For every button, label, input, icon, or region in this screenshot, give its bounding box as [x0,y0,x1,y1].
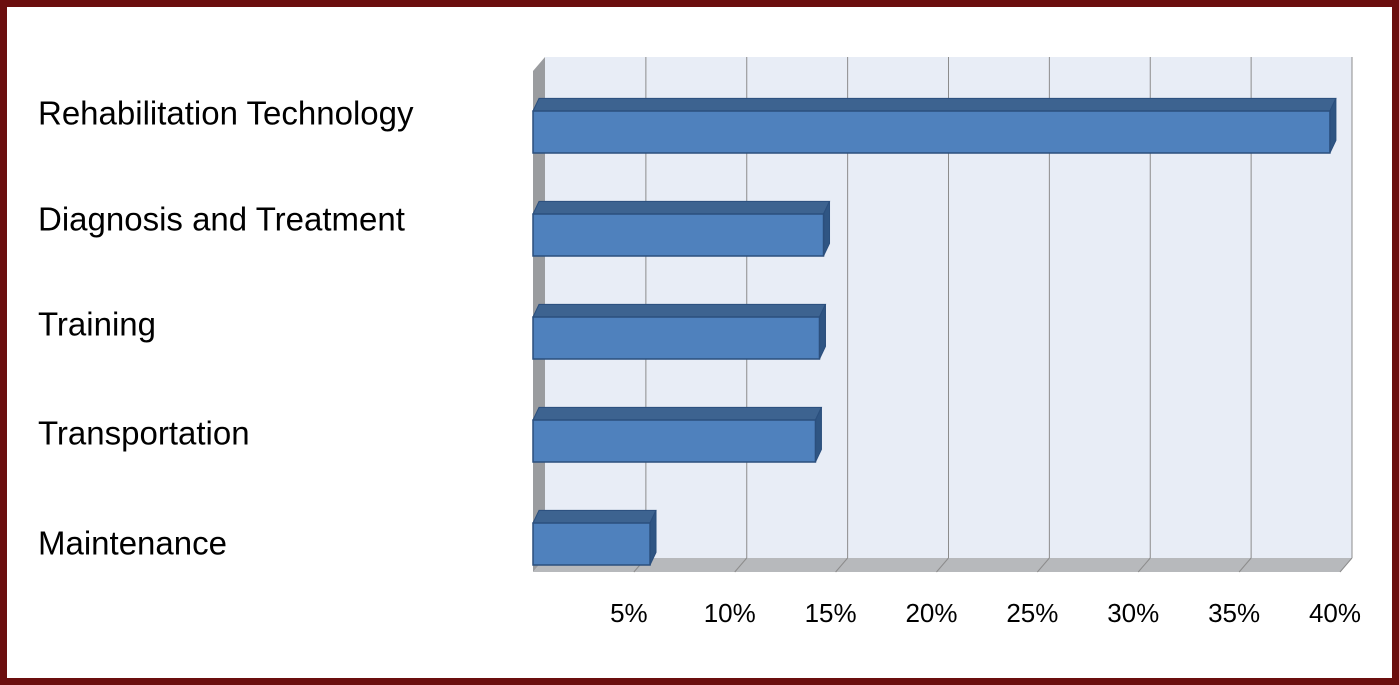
bar [532,200,831,257]
bars [532,97,1337,566]
bar [532,406,823,463]
x-tick-label: 20% [905,598,957,628]
gridline [1339,57,1353,573]
x-tick-label: 30% [1107,598,1159,628]
x-tick-label: 35% [1208,598,1260,628]
category-labels: Rehabilitation Technology Diagnosis and T… [38,95,414,562]
bar [532,509,657,566]
category-label: Rehabilitation Technology [38,95,414,132]
category-label: Training [38,306,156,343]
x-tick-label: 25% [1006,598,1058,628]
x-tick-labels: 5% 10% 15% 20% 25% 30% 35% 40% [610,598,1361,628]
x-tick-label: 10% [704,598,756,628]
x-tick-label: 5% [610,598,648,628]
bar [532,97,1337,154]
x-tick-label: 15% [805,598,857,628]
category-label: Transportation [38,415,250,452]
x-tick-label: 40% [1309,598,1361,628]
category-label: Diagnosis and Treatment [38,201,405,238]
category-label: Maintenance [38,525,227,562]
bar [532,303,827,360]
